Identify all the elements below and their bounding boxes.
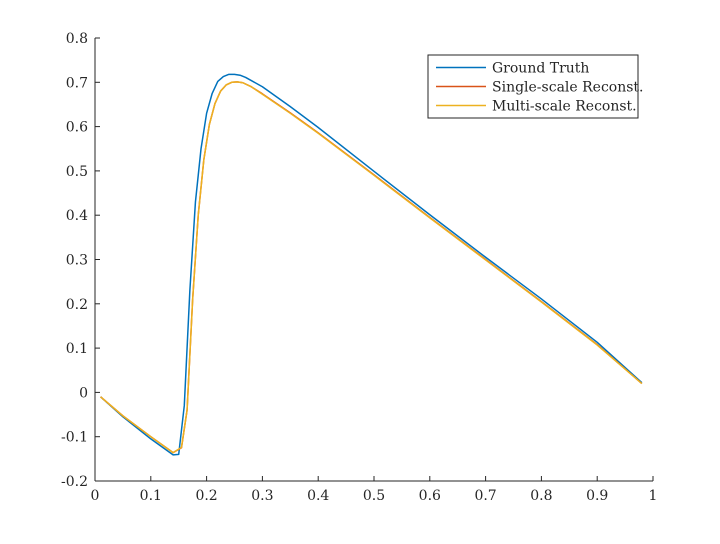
series-lines bbox=[100, 73, 643, 456]
legend-label: Single-scale Reconst. bbox=[492, 80, 644, 96]
x-tick-label: 0.4 bbox=[307, 488, 329, 504]
y-tick-label: 0 bbox=[79, 385, 88, 401]
tick-marks bbox=[94, 37, 654, 482]
y-tick-label: 0.8 bbox=[66, 31, 88, 47]
x-tick-label: 0.3 bbox=[251, 488, 273, 504]
legend-label: Ground Truth bbox=[492, 61, 589, 77]
y-tick-label: 0.2 bbox=[66, 297, 88, 313]
y-tick-label: 0.3 bbox=[66, 253, 88, 269]
x-tick-label: 0.7 bbox=[474, 488, 496, 504]
tick-labels: 0 0.1 0.2 0.3 0.4 0.5 0.6 0.7 0.8 0.9 1 -0.2 -0.1 0 0.… bbox=[61, 31, 657, 504]
x-tick-label: 0.2 bbox=[195, 488, 217, 504]
x-tick-label: 0.5 bbox=[363, 488, 385, 504]
y-tick-label: -0.1 bbox=[61, 430, 88, 446]
x-tick-label: 0.9 bbox=[586, 488, 608, 504]
x-tick-label: 0.1 bbox=[140, 488, 162, 504]
x-tick-label: 0 bbox=[91, 488, 100, 504]
series-line-ground-truth bbox=[100, 73, 643, 456]
x-tick-label: 1 bbox=[649, 488, 658, 504]
y-tick-label: -0.2 bbox=[61, 474, 88, 490]
series-line-multi-scale-reconst bbox=[100, 81, 643, 454]
y-tick-label: 0.6 bbox=[66, 120, 88, 136]
y-tick-label: 0.7 bbox=[66, 75, 88, 91]
legend-label: Multi-scale Reconst. bbox=[492, 99, 637, 115]
x-tick-label: 0.8 bbox=[530, 488, 552, 504]
y-tick-label: 0.1 bbox=[66, 341, 88, 357]
y-tick-label: 0.5 bbox=[66, 164, 88, 180]
legend[interactable]: Ground Truth Single-scale Reconst. Multi-s… bbox=[427, 54, 644, 119]
y-tick-label: 0.4 bbox=[66, 208, 88, 224]
x-tick-label: 0.6 bbox=[419, 488, 441, 504]
